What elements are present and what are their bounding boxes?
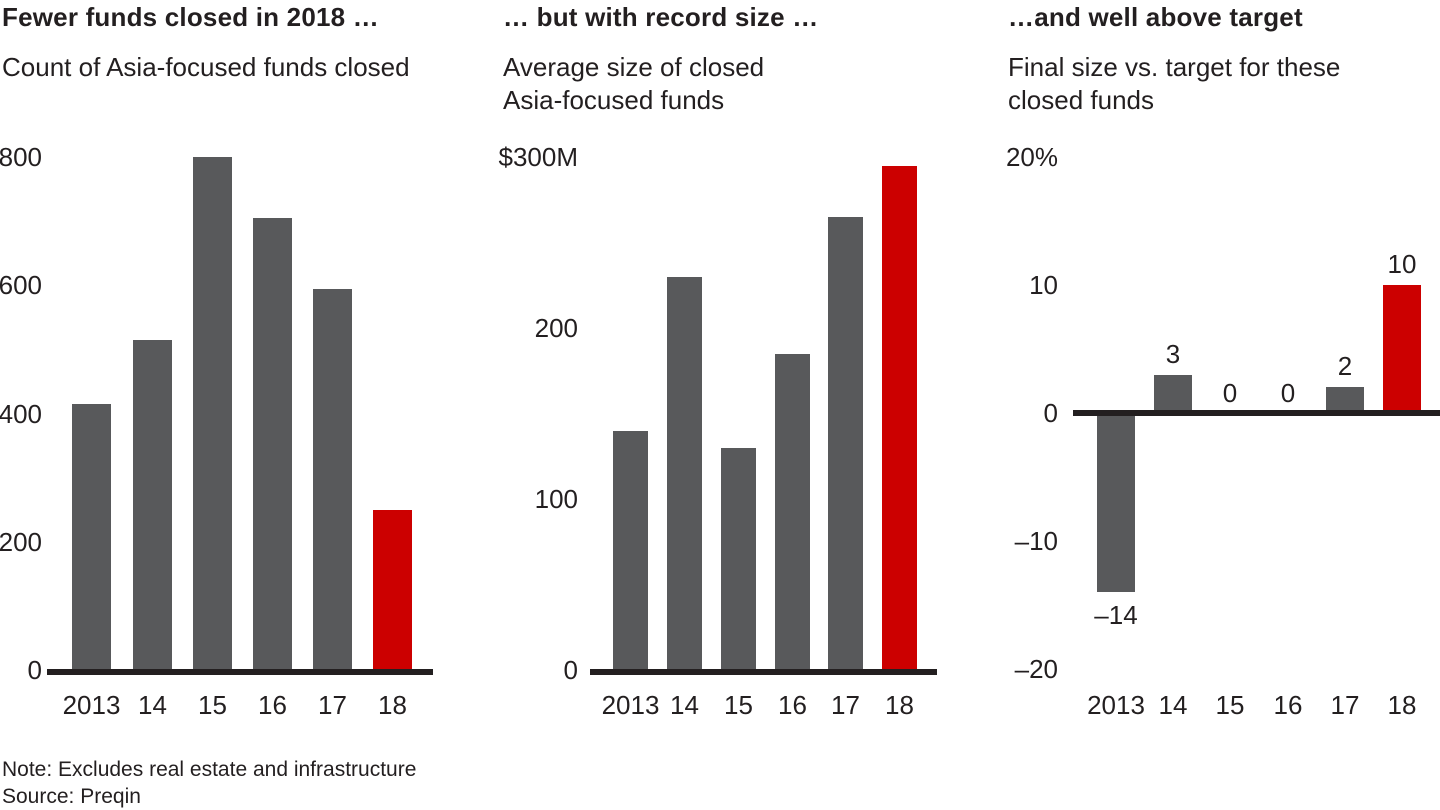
bar-value-label: 10 [1387,249,1417,279]
y-tick-label: 0 [27,655,42,685]
bar-17 [313,289,352,670]
x-tick-label: 15 [198,690,227,720]
x-tick-label: 18 [378,690,407,720]
source-line: Source: Preqin [2,785,141,808]
x-tick-label: 17 [318,690,347,720]
y-tick-label: 20% [1005,142,1058,172]
bar-17 [828,217,863,670]
x-tick-label: 14 [138,690,167,720]
x-tick-label: 17 [831,690,860,720]
x-tick-label: 16 [1273,690,1303,720]
y-tick-label: 400 [0,399,42,429]
chart-2-subtitle: Average size of closed Asia-focused fund… [503,52,765,115]
bar-16 [775,354,810,670]
bar-17 [1326,387,1364,413]
bar-value-label: 2 [1337,351,1353,381]
y-tick-label: 0 [1043,398,1058,428]
y-tick-label: 200 [534,313,578,343]
bar-2013 [1097,413,1135,592]
x-axis-line [590,669,937,675]
bar-2013 [72,404,111,670]
bar-15 [193,157,232,670]
bar-14 [133,340,172,670]
x-tick-label: 15 [724,690,753,720]
y-tick-label: $300M [498,142,579,172]
y-tick-label: 200 [0,527,42,557]
x-tick-label: 14 [670,690,699,720]
x-axis-line [47,669,433,675]
x-tick-label: 18 [885,690,914,720]
bar-value-label: 0 [1222,378,1238,408]
y-tick-label: 100 [534,484,578,514]
chart-3-title: …and well above target [1008,2,1303,32]
x-tick-label: 15 [1215,690,1245,720]
chart-3-subtitle: Final size vs. target for these closed f… [1008,52,1341,115]
y-tick-label: –20 [1014,654,1058,684]
footnote: Note: Excludes real estate and infrastru… [2,758,417,781]
x-tick-label: 14 [1158,690,1188,720]
x-axis-line [1073,410,1440,416]
bar-2013 [613,431,648,670]
bar-value-label: 0 [1280,378,1296,408]
chart-1-title: Fewer funds closed in 2018 … [2,2,379,32]
bar-value-label: –14 [1094,600,1138,630]
bar-16 [253,218,292,670]
y-tick-label: 0 [563,655,578,685]
chart-2-title: … but with record size … [503,2,819,32]
x-tick-label: 18 [1387,690,1417,720]
y-tick-label: –10 [1014,526,1058,556]
x-tick-label: 17 [1330,690,1360,720]
chart-1-subtitle: Count of Asia-focused funds closed [2,52,410,82]
bar-value-label: 3 [1165,339,1181,369]
bar-18 [373,510,412,670]
bar-18 [882,166,917,670]
y-tick-label: 600 [0,270,42,300]
bar-18 [1383,285,1421,413]
y-tick-label: 10 [1029,270,1058,300]
bar-14 [667,277,702,670]
x-tick-label: 16 [778,690,807,720]
x-tick-label: 16 [258,690,287,720]
x-tick-label: 2013 [62,690,121,720]
bar-14 [1154,375,1192,413]
bar-15 [721,448,756,670]
x-tick-label: 2013 [1087,690,1145,720]
y-tick-label: 800 [0,142,42,172]
x-tick-label: 2013 [601,690,660,720]
